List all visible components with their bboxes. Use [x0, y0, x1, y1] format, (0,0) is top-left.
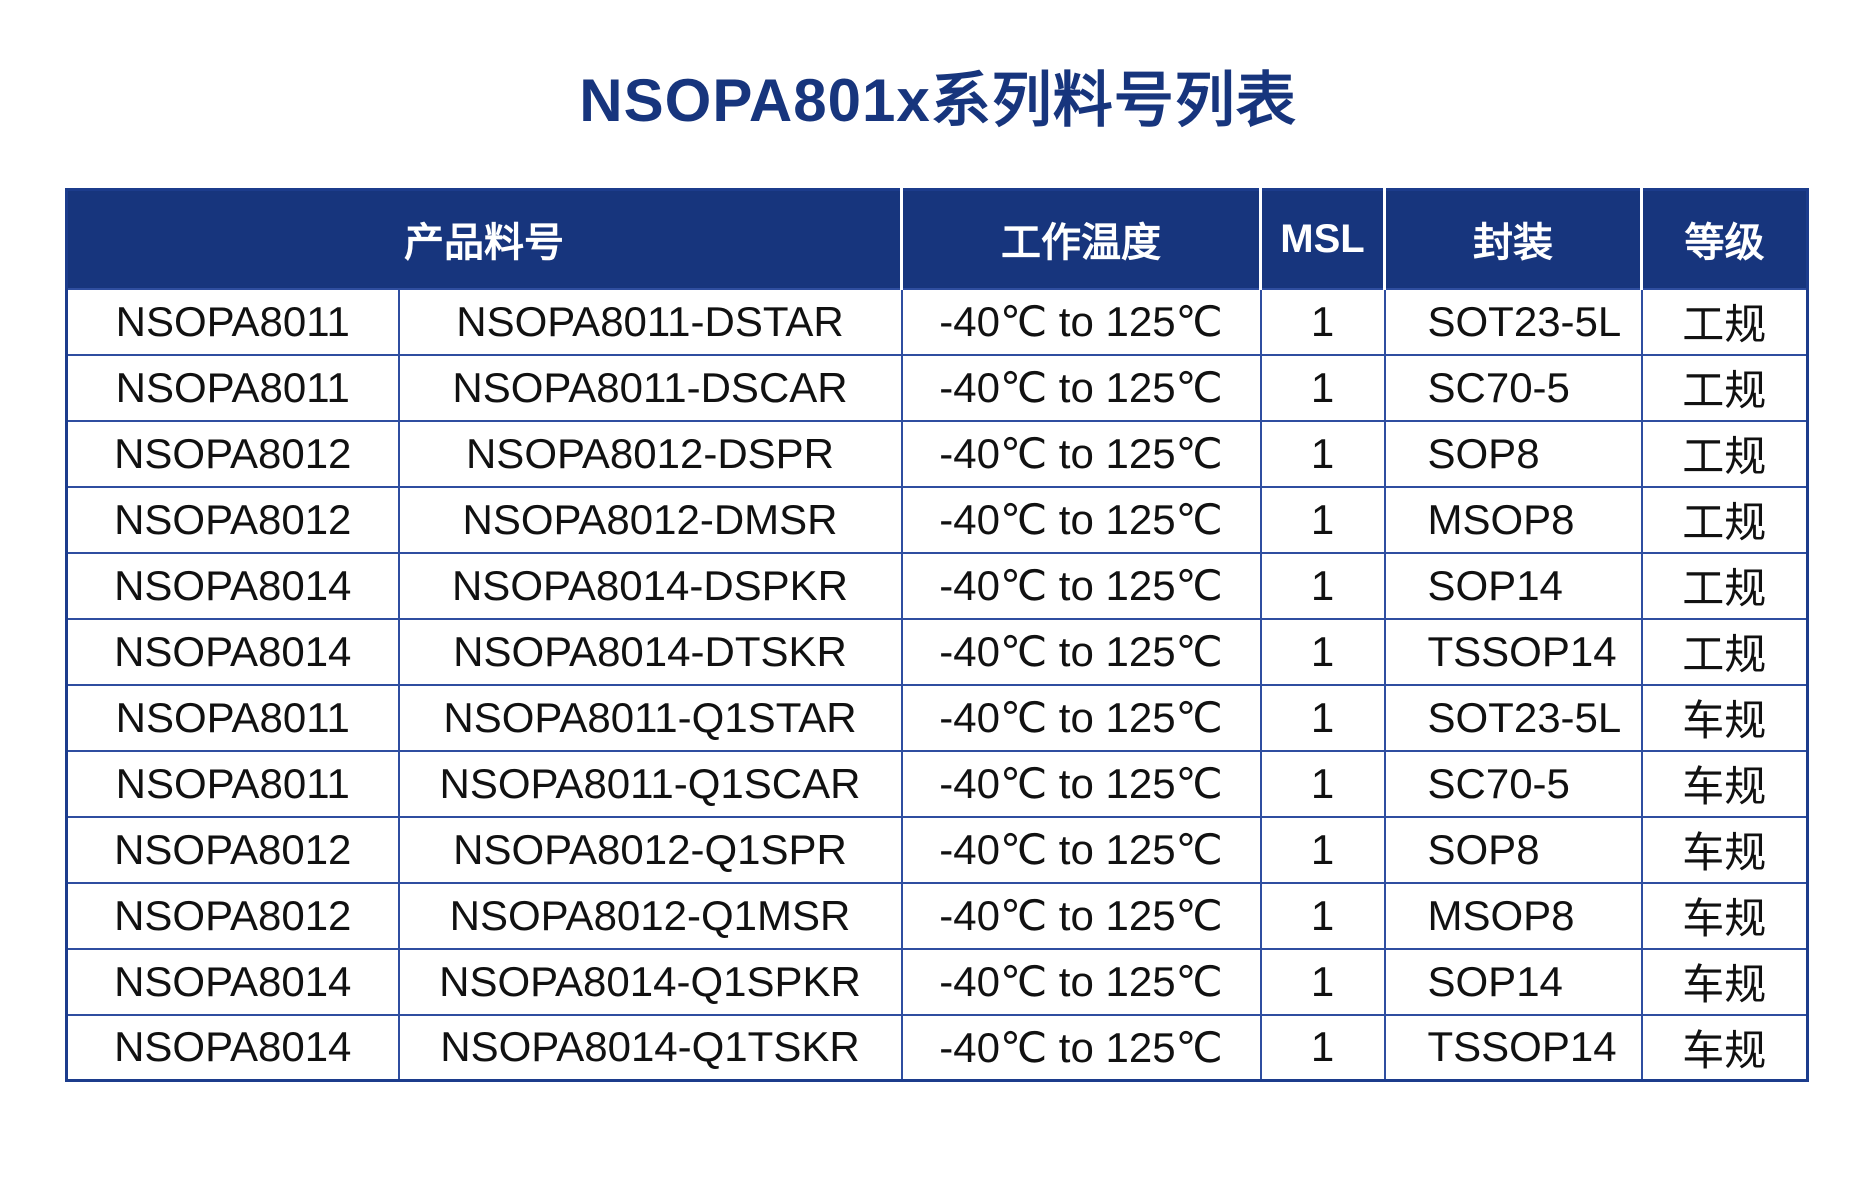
cell-part-number: NSOPA8011-DSCAR: [397, 353, 903, 422]
cell-series: NSOPA8011: [65, 287, 400, 356]
cell-grade: 工规: [1640, 617, 1809, 686]
cell-temperature: -40℃ to 125℃: [900, 683, 1262, 752]
cell-package: SOP14: [1383, 551, 1643, 620]
cell-msl: 1: [1259, 551, 1386, 620]
cell-package: MSOP8: [1383, 485, 1643, 554]
cell-msl: 1: [1259, 617, 1386, 686]
header-package: 封装: [1383, 189, 1642, 289]
cell-temperature: -40℃ to 125℃: [900, 947, 1262, 1016]
table-row: NSOPA8012 NSOPA8012-Q1SPR -40℃ to 125℃ 1…: [65, 815, 1809, 884]
table-row: NSOPA8014 NSOPA8014-Q1TSKR -40℃ to 125℃ …: [65, 1013, 1809, 1082]
cell-part-number: NSOPA8014-DSPKR: [397, 551, 903, 620]
header-product-part-number: 产品料号: [66, 189, 902, 289]
cell-msl: 1: [1259, 683, 1386, 752]
cell-grade: 工规: [1640, 551, 1809, 620]
cell-msl: 1: [1259, 749, 1386, 818]
cell-package: SC70-5: [1383, 749, 1643, 818]
cell-package: SOT23-5L: [1383, 683, 1643, 752]
cell-grade: 车规: [1640, 815, 1809, 884]
cell-package: TSSOP14: [1383, 1013, 1643, 1082]
table-row: NSOPA8011 NSOPA8011-DSCAR -40℃ to 125℃ 1…: [65, 353, 1809, 422]
table-row: NSOPA8014 NSOPA8014-DSPKR -40℃ to 125℃ 1…: [65, 551, 1809, 620]
cell-grade: 工规: [1640, 485, 1809, 554]
cell-series: NSOPA8014: [65, 947, 400, 1016]
cell-temperature: -40℃ to 125℃: [900, 1013, 1262, 1082]
cell-grade: 车规: [1640, 881, 1809, 950]
table-row: NSOPA8011 NSOPA8011-Q1STAR -40℃ to 125℃ …: [65, 683, 1809, 752]
cell-msl: 1: [1259, 485, 1386, 554]
cell-package: MSOP8: [1383, 881, 1643, 950]
cell-grade: 工规: [1640, 287, 1809, 356]
cell-part-number: NSOPA8014-Q1SPKR: [397, 947, 903, 1016]
table-row: NSOPA8012 NSOPA8012-DMSR -40℃ to 125℃ 1 …: [65, 485, 1809, 554]
table-row: NSOPA8011 NSOPA8011-DSTAR -40℃ to 125℃ 1…: [65, 287, 1809, 356]
header-operating-temperature: 工作温度: [900, 189, 1261, 289]
cell-series: NSOPA8012: [65, 815, 400, 884]
cell-part-number: NSOPA8012-DMSR: [397, 485, 903, 554]
cell-package: SOP8: [1383, 815, 1643, 884]
cell-part-number: NSOPA8014-DTSKR: [397, 617, 903, 686]
cell-grade: 车规: [1640, 947, 1809, 1016]
cell-series: NSOPA8014: [65, 1013, 400, 1082]
table-row: NSOPA8012 NSOPA8012-Q1MSR -40℃ to 125℃ 1…: [65, 881, 1809, 950]
cell-part-number: NSOPA8011-DSTAR: [397, 287, 903, 356]
table-row: NSOPA8014 NSOPA8014-Q1SPKR -40℃ to 125℃ …: [65, 947, 1809, 1016]
header-grade: 等级: [1640, 189, 1808, 289]
cell-part-number: NSOPA8011-Q1STAR: [397, 683, 903, 752]
cell-package: SOT23-5L: [1383, 287, 1643, 356]
cell-package: TSSOP14: [1383, 617, 1643, 686]
cell-temperature: -40℃ to 125℃: [900, 419, 1262, 488]
cell-msl: 1: [1259, 815, 1386, 884]
cell-part-number: NSOPA8012-Q1SPR: [397, 815, 903, 884]
cell-msl: 1: [1259, 419, 1386, 488]
cell-msl: 1: [1259, 1013, 1386, 1082]
cell-temperature: -40℃ to 125℃: [900, 287, 1262, 356]
cell-grade: 车规: [1640, 1013, 1809, 1082]
part-number-table: 产品料号 工作温度 MSL 封装 等级 NSOPA8011 NSOPA8011-…: [65, 188, 1809, 1082]
cell-msl: 1: [1259, 947, 1386, 1016]
cell-grade: 工规: [1640, 353, 1809, 422]
table-row: NSOPA8012 NSOPA8012-DSPR -40℃ to 125℃ 1 …: [65, 419, 1809, 488]
cell-grade: 车规: [1640, 683, 1809, 752]
cell-series: NSOPA8014: [65, 551, 400, 620]
cell-msl: 1: [1259, 353, 1386, 422]
cell-grade: 工规: [1640, 419, 1809, 488]
cell-temperature: -40℃ to 125℃: [900, 353, 1262, 422]
cell-temperature: -40℃ to 125℃: [900, 551, 1262, 620]
cell-series: NSOPA8011: [65, 749, 400, 818]
cell-series: NSOPA8012: [65, 881, 400, 950]
cell-temperature: -40℃ to 125℃: [900, 749, 1262, 818]
cell-series: NSOPA8012: [65, 419, 400, 488]
cell-temperature: -40℃ to 125℃: [900, 485, 1262, 554]
cell-part-number: NSOPA8012-Q1MSR: [397, 881, 903, 950]
cell-temperature: -40℃ to 125℃: [900, 815, 1262, 884]
cell-part-number: NSOPA8012-DSPR: [397, 419, 903, 488]
cell-series: NSOPA8011: [65, 683, 400, 752]
cell-msl: 1: [1259, 287, 1386, 356]
cell-package: SOP8: [1383, 419, 1643, 488]
cell-temperature: -40℃ to 125℃: [900, 617, 1262, 686]
cell-part-number: NSOPA8011-Q1SCAR: [397, 749, 903, 818]
header-msl: MSL: [1259, 189, 1385, 289]
cell-package: SC70-5: [1383, 353, 1643, 422]
cell-grade: 车规: [1640, 749, 1809, 818]
page-title: NSOPA801x系列料号列表: [579, 67, 1297, 134]
table-row: NSOPA8011 NSOPA8011-Q1SCAR -40℃ to 125℃ …: [65, 749, 1809, 818]
cell-series: NSOPA8014: [65, 617, 400, 686]
cell-series: NSOPA8012: [65, 485, 400, 554]
cell-package: SOP14: [1383, 947, 1643, 1016]
cell-part-number: NSOPA8014-Q1TSKR: [397, 1013, 903, 1082]
cell-msl: 1: [1259, 881, 1386, 950]
cell-temperature: -40℃ to 125℃: [900, 881, 1262, 950]
table-header-row: 产品料号 工作温度 MSL 封装 等级: [66, 189, 1808, 289]
table-row: NSOPA8014 NSOPA8014-DTSKR -40℃ to 125℃ 1…: [65, 617, 1809, 686]
cell-series: NSOPA8011: [65, 353, 400, 422]
